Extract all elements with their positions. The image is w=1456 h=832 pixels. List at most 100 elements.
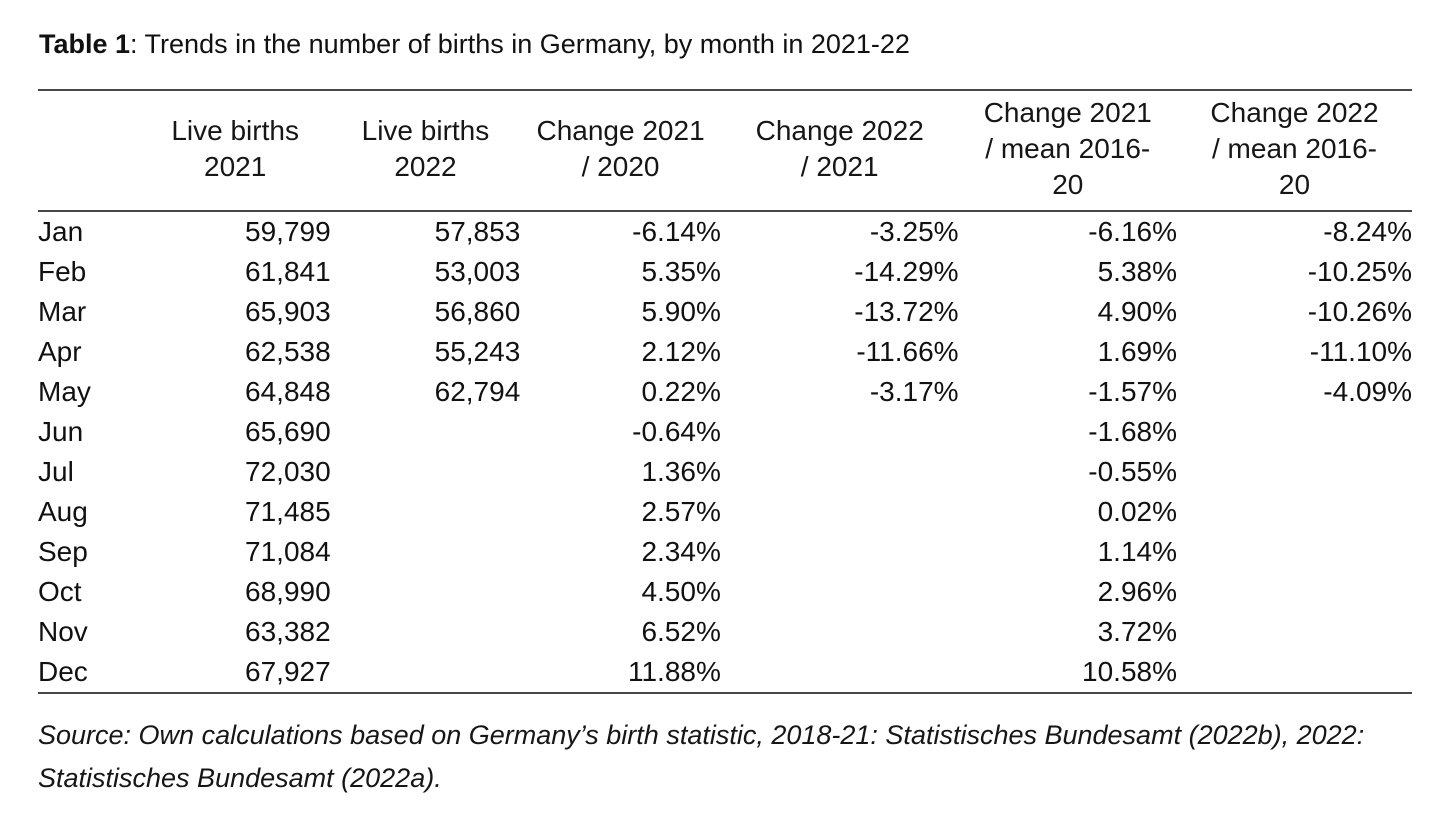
cell-change-2022-2021 (721, 652, 959, 693)
cell-month: Jan (38, 216, 84, 247)
cell-live-births-2022: 55,243 (434, 336, 521, 367)
cell-change-2021-mean: -6.16% (1088, 216, 1177, 247)
cell-change-2021-2020: 2.12% (641, 336, 721, 367)
table-caption-label: Table 1 (39, 29, 131, 59)
cell-change-2021-mean: 10.58% (1082, 656, 1177, 687)
cell-change-2021-2020: 5.90% (641, 296, 721, 327)
table-row: Aug 71,485 2.57% 0.02% (38, 492, 1412, 532)
cell-month: Nov (38, 616, 88, 647)
cell-change-2021-mean: 1.69% (1097, 336, 1177, 367)
cell-change-2022-mean (1177, 492, 1412, 532)
cell-month: Apr (38, 336, 82, 367)
cell-change-2022-2021 (721, 492, 959, 532)
cell-change-2022-mean: -8.24% (1323, 216, 1412, 247)
cell-change-2021-mean: 3.72% (1097, 616, 1177, 647)
cell-change-2021-2020: -0.64% (632, 416, 721, 447)
cell-change-2022-2021: -13.72% (854, 296, 959, 327)
cell-change-2021-2020: 5.35% (641, 256, 721, 287)
cell-live-births-2022 (331, 612, 521, 652)
cell-change-2021-2020: 6.52% (641, 616, 721, 647)
cell-live-births-2022 (331, 412, 521, 452)
cell-month: Oct (38, 576, 82, 607)
cell-change-2021-mean: 1.14% (1097, 536, 1177, 567)
cell-change-2022-mean: -11.10% (1309, 336, 1412, 367)
cell-change-2021-2020: 4.50% (641, 576, 721, 607)
cell-change-2022-2021: -3.17% (869, 376, 959, 407)
cell-live-births-2022 (331, 652, 521, 693)
cell-live-births-2021: 65,903 (245, 296, 331, 327)
cell-change-2022-2021: -11.66% (856, 336, 959, 367)
cell-live-births-2022: 62,794 (434, 376, 521, 407)
births-table: Live births 2021 Live births 2022 Change… (38, 89, 1412, 694)
header-month (38, 90, 140, 212)
table-row: Dec 67,927 11.88% 10.58% (38, 652, 1412, 693)
header-change-2022-mean: Change 2022 / mean 2016- 20 (1177, 90, 1412, 212)
header-change-2021-2020: Change 2021 / 2020 (520, 90, 721, 212)
cell-live-births-2021: 59,799 (245, 216, 331, 247)
cell-change-2021-mean: -1.57% (1088, 376, 1177, 407)
cell-change-2022-2021 (721, 572, 959, 612)
cell-change-2022-2021: -14.29% (854, 256, 959, 287)
cell-live-births-2022 (331, 532, 521, 572)
cell-live-births-2021: 65,690 (245, 416, 331, 447)
cell-live-births-2022: 53,003 (434, 256, 521, 287)
cell-change-2022-2021 (721, 612, 959, 652)
cell-month: Sep (38, 536, 88, 567)
table-row: Sep 71,084 2.34% 1.14% (38, 532, 1412, 572)
cell-change-2021-mean: 2.96% (1097, 576, 1177, 607)
cell-month: Jun (38, 416, 84, 447)
header-live-births-2022: Live births 2022 (330, 90, 521, 212)
cell-change-2022-mean (1177, 532, 1412, 572)
cell-month: Jul (38, 456, 74, 487)
header-change-2022-2021: Change 2022 / 2021 (720, 90, 959, 212)
cell-change-2021-mean: -1.68% (1088, 416, 1177, 447)
cell-change-2022-2021 (721, 412, 959, 452)
table-row: Jul 72,030 1.36% -0.55% (38, 452, 1412, 492)
cell-live-births-2022 (331, 572, 521, 612)
table-row: May 64,848 62,794 0.22% -3.17% -1.57% -4… (38, 372, 1412, 412)
table-row: Oct 68,990 4.50% 2.96% (38, 572, 1412, 612)
cell-change-2022-mean: -10.25% (1307, 256, 1412, 287)
cell-month: Aug (38, 496, 88, 527)
cell-change-2022-2021 (721, 452, 959, 492)
cell-change-2022-mean (1177, 412, 1412, 452)
table-row: Jan 59,799 57,853 -6.14% -3.25% -6.16% -… (38, 211, 1412, 252)
cell-change-2021-2020: 11.88% (627, 656, 721, 687)
cell-change-2022-mean (1177, 612, 1412, 652)
table-row: Jun 65,690 -0.64% -1.68% (38, 412, 1412, 452)
table-row: Apr 62,538 55,243 2.12% -11.66% 1.69% -1… (38, 332, 1412, 372)
cell-month: Mar (38, 296, 87, 327)
births-table-container: Live births 2021 Live births 2022 Change… (38, 89, 1412, 694)
cell-live-births-2022: 57,853 (434, 216, 521, 247)
cell-change-2021-mean: 5.38% (1097, 256, 1177, 287)
cell-month: May (38, 376, 91, 407)
cell-change-2022-mean: -4.09% (1323, 376, 1412, 407)
cell-month: Feb (38, 256, 87, 287)
cell-change-2021-mean: -0.55% (1088, 456, 1177, 487)
cell-change-2022-2021 (721, 532, 959, 572)
table-header-row: Live births 2021 Live births 2022 Change… (38, 90, 1412, 212)
table-row: Nov 63,382 6.52% 3.72% (38, 612, 1412, 652)
cell-month: Dec (38, 656, 88, 687)
cell-change-2021-2020: -6.14% (632, 216, 721, 247)
cell-change-2022-mean (1177, 652, 1412, 693)
cell-change-2021-mean: 4.90% (1097, 296, 1177, 327)
table-caption-text: : Trends in the number of births in Germ… (130, 29, 910, 59)
cell-change-2021-2020: 2.57% (641, 496, 721, 527)
table-caption: Table 1: Trends in the number of births … (39, 26, 1412, 62)
cell-live-births-2021: 62,538 (245, 336, 331, 367)
cell-live-births-2021: 72,030 (245, 456, 331, 487)
source-note: Source: Own calculations based on German… (38, 720, 1365, 793)
table-row: Mar 65,903 56,860 5.90% -13.72% 4.90% -1… (38, 292, 1412, 332)
table-row: Feb 61,841 53,003 5.35% -14.29% 5.38% -1… (38, 252, 1412, 292)
cell-live-births-2021: 63,382 (245, 616, 331, 647)
header-live-births-2021: Live births 2021 (139, 90, 331, 212)
cell-change-2022-mean: -10.26% (1307, 296, 1412, 327)
cell-live-births-2021: 71,084 (245, 536, 331, 567)
header-change-2021-mean: Change 2021 / mean 2016- 20 (958, 90, 1177, 212)
cell-change-2022-2021: -3.25% (869, 216, 959, 247)
cell-change-2022-mean (1177, 572, 1412, 612)
cell-live-births-2021: 71,485 (245, 496, 331, 527)
cell-change-2021-mean: 0.02% (1097, 496, 1177, 527)
